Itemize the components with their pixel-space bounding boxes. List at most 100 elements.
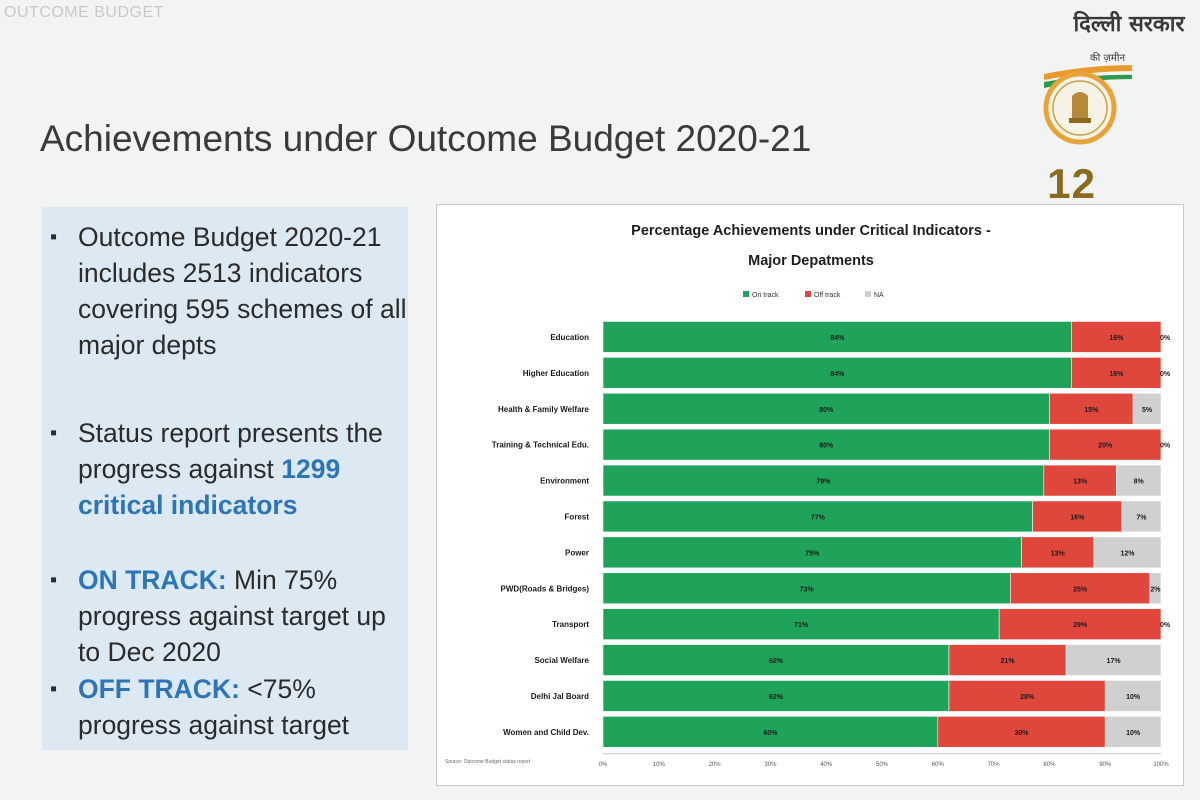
category-label: Transport bbox=[552, 620, 589, 629]
bar-data-label: 21% bbox=[1001, 658, 1016, 665]
delhi-govt-logo: दिल्ली सरकार की ज़मीन 12 21 bbox=[1030, 0, 1200, 255]
bullet-icon: ▪ bbox=[50, 226, 58, 248]
bar-data-label: 16% bbox=[1109, 371, 1124, 378]
bar-segment bbox=[602, 392, 1050, 425]
bar-segment bbox=[602, 536, 1022, 569]
bar-segment bbox=[602, 644, 950, 676]
legend-swatch bbox=[743, 291, 749, 297]
logo-tagline: की ज़मीन bbox=[1090, 53, 1125, 64]
info-item-off-track: ▪ OFF TRACK: <75% progress against targe… bbox=[42, 671, 392, 751]
category-label: Health & Family Welfare bbox=[498, 405, 590, 414]
bar-data-label: 16% bbox=[1109, 335, 1124, 342]
bar-data-label: 10% bbox=[1126, 730, 1141, 737]
logo-hindi-text: दिल्ली सरकार bbox=[1073, 12, 1185, 37]
category-label: Environment bbox=[540, 477, 589, 486]
bar-data-label: 28% bbox=[1020, 694, 1035, 701]
info-item2-text: Status report presents the progress agai… bbox=[78, 418, 383, 484]
bar-data-label: 62% bbox=[769, 658, 784, 665]
bar-data-label: 73% bbox=[800, 586, 815, 593]
bar-segment bbox=[602, 680, 950, 712]
chart-source-note: Source: Outcome Budget status report bbox=[445, 759, 531, 765]
bar-segment bbox=[602, 716, 939, 748]
bar-data-label: 5% bbox=[1142, 407, 1153, 414]
bar-data-label: 0% bbox=[1160, 371, 1171, 378]
bar-data-label: 30% bbox=[1014, 730, 1029, 737]
on-track-text: Min 75% progress against target up to De… bbox=[78, 565, 386, 667]
bar-segment bbox=[1104, 716, 1162, 748]
bar-segment bbox=[1071, 321, 1162, 353]
off-track-label: OFF TRACK: bbox=[78, 674, 240, 704]
bar-segment bbox=[948, 644, 1067, 676]
bar-segment bbox=[1116, 464, 1162, 497]
on-track-label: ON TRACK: bbox=[78, 565, 227, 595]
category-label: Women and Child Dev. bbox=[503, 728, 589, 737]
bullet-icon: ▪ bbox=[50, 422, 58, 444]
critical-indicators-highlight: 1299 critical indicators bbox=[78, 454, 341, 520]
x-tick-label: 0% bbox=[599, 762, 608, 768]
bar-segment bbox=[1032, 500, 1123, 533]
bar-segment bbox=[1093, 536, 1162, 569]
bar-segment bbox=[1043, 464, 1117, 497]
bar-data-label: 29% bbox=[1073, 622, 1088, 629]
category-label: PWD(Roads & Bridges) bbox=[501, 584, 590, 593]
legend-label: Off track bbox=[814, 292, 841, 299]
bar-segment bbox=[602, 500, 1033, 533]
bar-data-label: 16% bbox=[1070, 514, 1085, 521]
category-label: Social Welfare bbox=[534, 656, 589, 665]
bar-data-label: 17% bbox=[1107, 658, 1122, 665]
bar-data-label: 77% bbox=[811, 514, 826, 521]
category-label: Delhi Jal Board bbox=[531, 692, 589, 701]
chart-frame: Percentage Achievements under Critical I… bbox=[436, 204, 1184, 786]
bar-segment bbox=[1049, 392, 1134, 425]
category-label: Training & Technical Edu. bbox=[492, 441, 589, 450]
bar-data-label: 7% bbox=[1136, 514, 1147, 521]
bar-data-label: 8% bbox=[1134, 479, 1145, 486]
bar-data-label: 84% bbox=[830, 371, 845, 378]
stacked-bar-chart: Percentage Achievements under Critical I… bbox=[445, 223, 1171, 768]
chart-legend: On track Off track NA bbox=[743, 291, 884, 299]
bar-segment bbox=[948, 680, 1106, 712]
x-tick-label: 40% bbox=[820, 762, 833, 768]
info-item-text: ON TRACK: Min 75% progress against targe… bbox=[78, 562, 408, 670]
info-item-status-report: ▪ Status report presents the progress ag… bbox=[42, 415, 392, 525]
info-item-on-track: ▪ ON TRACK: Min 75% progress against tar… bbox=[42, 562, 392, 667]
bar-data-label: 62% bbox=[769, 694, 784, 701]
bar-segment bbox=[1071, 357, 1162, 389]
bar-segment bbox=[1021, 536, 1095, 569]
bar-data-label: 20% bbox=[1098, 443, 1113, 450]
info-item-text: Status report presents the progress agai… bbox=[78, 415, 408, 523]
logo-year-left: 12 bbox=[1047, 160, 1097, 207]
bar-data-label: 80% bbox=[819, 443, 834, 450]
legend-label: NA bbox=[874, 292, 884, 299]
bar-data-label: 0% bbox=[1160, 335, 1171, 342]
bar-data-label: 0% bbox=[1160, 443, 1171, 450]
bullet-icon: ▪ bbox=[50, 569, 58, 591]
chart-x-ticks: 0% 10% 20% 30% 40% 50% 60% 70% 80% 90% 100% bbox=[599, 753, 1169, 768]
bar-segment bbox=[937, 716, 1106, 748]
watermark: OUTCOME BUDGET bbox=[4, 4, 164, 21]
bar-segment bbox=[1104, 680, 1162, 712]
bar-segment bbox=[1121, 500, 1162, 533]
page-title: Achievements under Outcome Budget 2020-2… bbox=[40, 118, 812, 159]
bar-segment bbox=[1132, 392, 1162, 425]
bar-segment bbox=[602, 608, 1000, 640]
bar-data-label: 79% bbox=[816, 479, 831, 486]
x-tick-label: 30% bbox=[764, 762, 777, 768]
bar-segment bbox=[998, 608, 1162, 640]
bar-segment bbox=[602, 428, 1050, 461]
bar-data-label: 25% bbox=[1073, 586, 1088, 593]
info-item-text: Outcome Budget 2020-21 includes 2513 ind… bbox=[78, 222, 407, 360]
bar-data-label: 80% bbox=[819, 407, 834, 414]
bar-data-label: 13% bbox=[1051, 550, 1066, 557]
x-tick-label: 50% bbox=[876, 762, 889, 768]
x-tick-label: 60% bbox=[932, 762, 945, 768]
bar-data-label: 13% bbox=[1073, 479, 1088, 486]
bar-data-label: 84% bbox=[830, 335, 845, 342]
bullet-icon: ▪ bbox=[50, 678, 58, 700]
bar-data-label: 10% bbox=[1126, 694, 1141, 701]
legend-swatch bbox=[805, 291, 811, 297]
x-tick-label: 10% bbox=[653, 762, 666, 768]
category-label: Education bbox=[550, 333, 589, 342]
chart-category-labels: Education Higher Education Health & Family… bbox=[492, 333, 590, 737]
legend-swatch bbox=[865, 291, 871, 297]
